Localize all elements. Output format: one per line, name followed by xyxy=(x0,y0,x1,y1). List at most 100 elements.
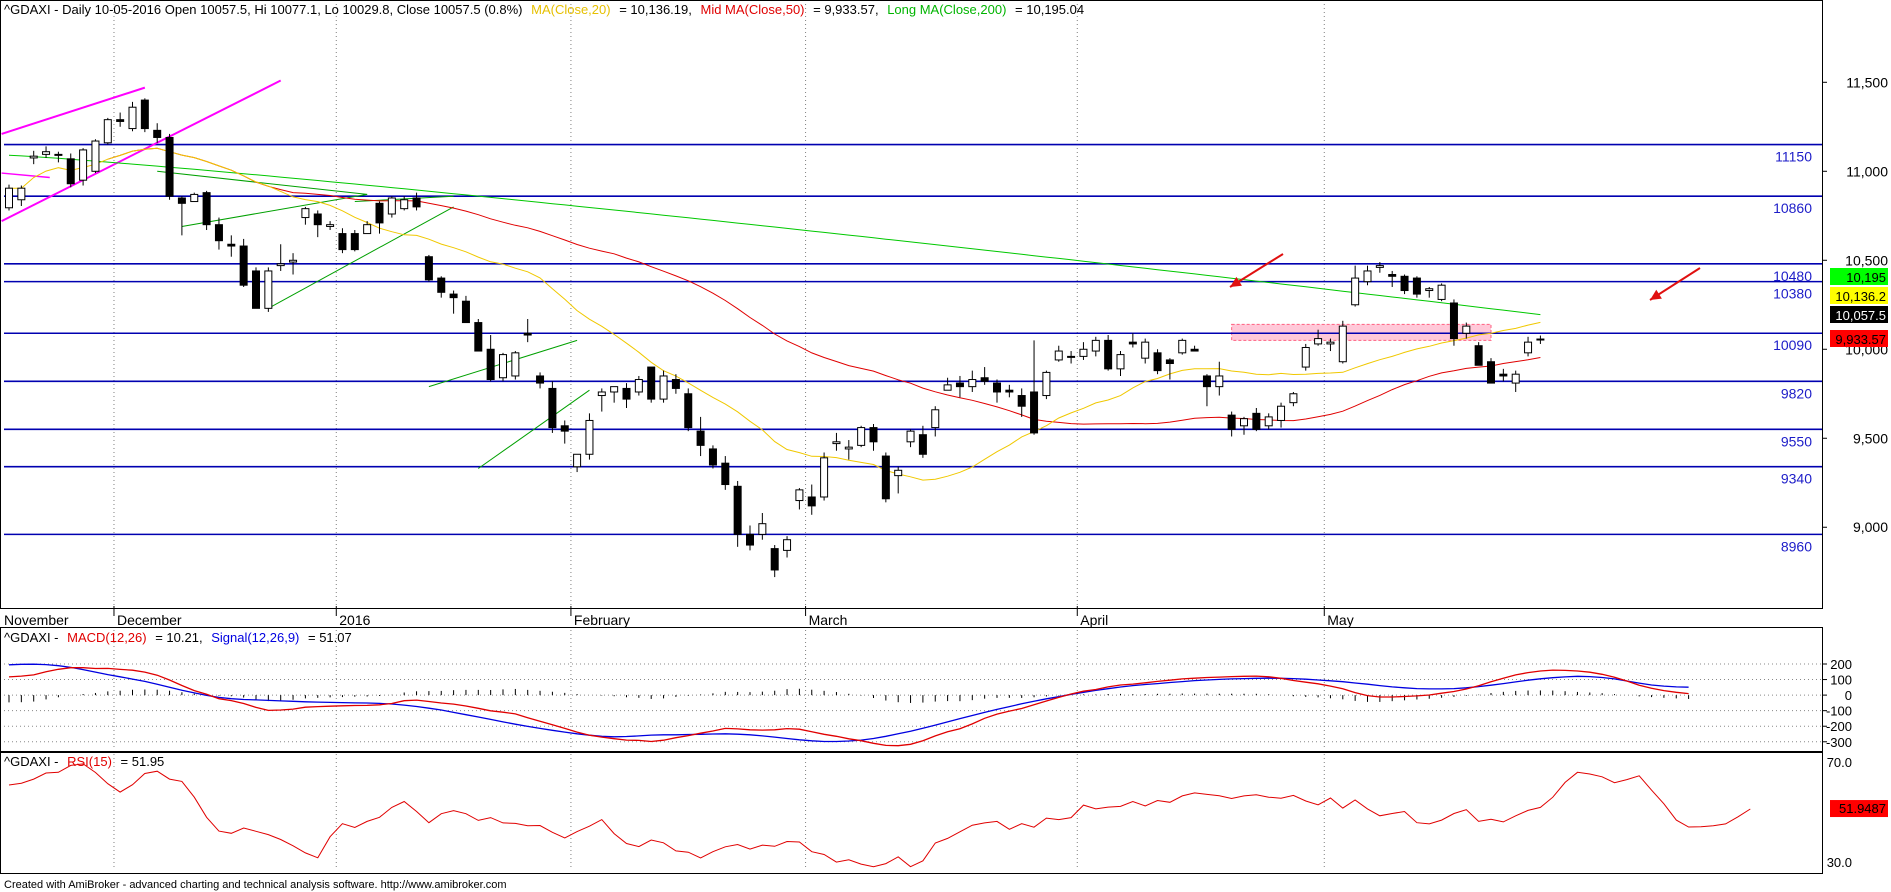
ma50-line xyxy=(107,147,1541,425)
candle-down xyxy=(708,448,717,466)
rsi-value-badge xyxy=(1830,800,1888,818)
candle-up xyxy=(289,259,298,263)
candle-down xyxy=(252,270,260,309)
rsi-series-label: RSI(15) xyxy=(67,754,112,769)
candle-down xyxy=(486,348,495,381)
annotation-arrows xyxy=(1229,253,1701,301)
resistance-zone-layer xyxy=(1231,323,1492,341)
ma20-line xyxy=(9,147,1541,481)
moving-averages xyxy=(8,147,1541,481)
price-badge-label: 10,195 xyxy=(1846,270,1886,285)
trendline-green xyxy=(478,389,590,469)
candle-up xyxy=(1091,339,1100,352)
candle-down xyxy=(548,387,557,429)
trendline-lower-magenta xyxy=(1,79,282,223)
price-badge-label: 10,057.5 xyxy=(1835,308,1886,323)
candle-down xyxy=(1252,412,1261,430)
ma200-label: Long MA(Close,200) xyxy=(887,2,1006,17)
candle-down xyxy=(881,455,890,500)
y-tick-label: 11,500 xyxy=(1846,74,1888,90)
candle-up xyxy=(1314,338,1323,345)
macd-line xyxy=(8,667,1689,747)
candle-up xyxy=(276,263,285,267)
candle-up xyxy=(326,224,335,227)
candle-down xyxy=(869,427,878,443)
macd-title: ^GDAXI - MACD(12,26) = 10.21, Signal(12,… xyxy=(4,630,352,645)
candle-down xyxy=(227,243,236,247)
candle-up xyxy=(1363,270,1372,283)
candle-down xyxy=(918,434,927,455)
macd-tick-label: -200 xyxy=(1826,719,1852,734)
macd-lines xyxy=(8,663,1690,747)
ma50-label: Mid MA(Close,50) xyxy=(700,2,804,17)
candle-up xyxy=(1141,341,1150,359)
rsi-tick-label: 30.0 xyxy=(1827,855,1852,870)
signal-value: = 51.07 xyxy=(308,630,352,645)
candle-down xyxy=(165,136,174,197)
candle-down xyxy=(993,382,1001,393)
ma20-label: MA(Close,20) xyxy=(531,2,610,17)
candle-up xyxy=(301,208,310,219)
y-tick-label: 9,500 xyxy=(1853,430,1888,446)
candle-up xyxy=(1326,341,1335,345)
candle-up xyxy=(820,457,829,498)
candle-up xyxy=(91,140,100,172)
candle-up xyxy=(783,539,792,551)
candle-down xyxy=(523,332,532,336)
level-label: 10380 xyxy=(1773,286,1812,302)
candle-up xyxy=(79,149,88,181)
candle-up xyxy=(1277,405,1286,421)
rsi-value: = 51.95 xyxy=(121,754,165,769)
candle-up xyxy=(54,153,63,156)
candlesticks xyxy=(5,98,1545,578)
candle-up xyxy=(42,151,51,155)
candle-down xyxy=(177,197,186,204)
level-label: 9550 xyxy=(1781,433,1812,449)
rsi-tick-label: 70.0 xyxy=(1827,755,1852,770)
ma50-value: = 9,933.57, xyxy=(813,2,878,17)
candle-down xyxy=(140,99,149,130)
candle-down xyxy=(770,548,779,571)
candle-down xyxy=(153,129,162,138)
candle-up xyxy=(1240,418,1248,427)
y-tick-label: 10,500 xyxy=(1845,252,1888,268)
candle-up xyxy=(190,193,199,203)
trendline-upper-magenta xyxy=(1,86,146,135)
candle-up xyxy=(585,419,594,455)
candle-up xyxy=(943,384,952,391)
candle-down xyxy=(116,119,125,122)
level-label: 9340 xyxy=(1781,471,1812,487)
price-badges: 10,195 10,136.2 10,057.5 9,933.57 xyxy=(1830,268,1888,347)
candle-up xyxy=(128,106,137,130)
candle-up xyxy=(1437,284,1446,300)
candle-down xyxy=(449,293,458,299)
resistance-zone xyxy=(1231,323,1492,341)
candle-up xyxy=(1511,373,1520,384)
candle-down xyxy=(1030,391,1039,434)
candle-up xyxy=(1351,277,1360,306)
candle-down xyxy=(671,379,680,389)
candle-down xyxy=(437,277,446,293)
rsi-line xyxy=(8,763,1751,868)
level-label: 8960 xyxy=(1781,538,1812,554)
candle-up xyxy=(844,446,853,450)
candle-up xyxy=(387,197,396,215)
x-axis-labels: November December 2016 February March April Ma… xyxy=(4,606,1354,628)
candle-down xyxy=(1005,389,1014,393)
candle-up xyxy=(1116,354,1125,370)
candle-up xyxy=(832,441,841,445)
trendline-green xyxy=(181,193,368,227)
level-label: 10090 xyxy=(1773,337,1812,353)
candle-up xyxy=(499,354,507,379)
x-tick-label: November xyxy=(4,612,69,628)
candle-down xyxy=(733,485,742,535)
ma200-line xyxy=(8,154,1541,316)
level-label: 11150 xyxy=(1775,149,1812,165)
rsi-axis: 70.0 30.0 51.9487 xyxy=(1827,755,1888,870)
price-panel-frame xyxy=(0,0,1823,609)
macd-tick-label: 0 xyxy=(1845,688,1852,703)
trendline-green xyxy=(157,170,368,195)
candle-down xyxy=(1165,359,1174,365)
candle-down xyxy=(560,425,569,432)
